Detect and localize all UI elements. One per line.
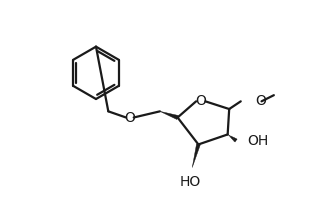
Text: HO: HO	[180, 175, 201, 189]
Text: O: O	[195, 93, 206, 108]
Polygon shape	[160, 111, 178, 119]
Text: O: O	[255, 94, 266, 108]
Text: OH: OH	[248, 134, 269, 148]
Text: O: O	[124, 111, 135, 125]
Polygon shape	[192, 144, 200, 168]
